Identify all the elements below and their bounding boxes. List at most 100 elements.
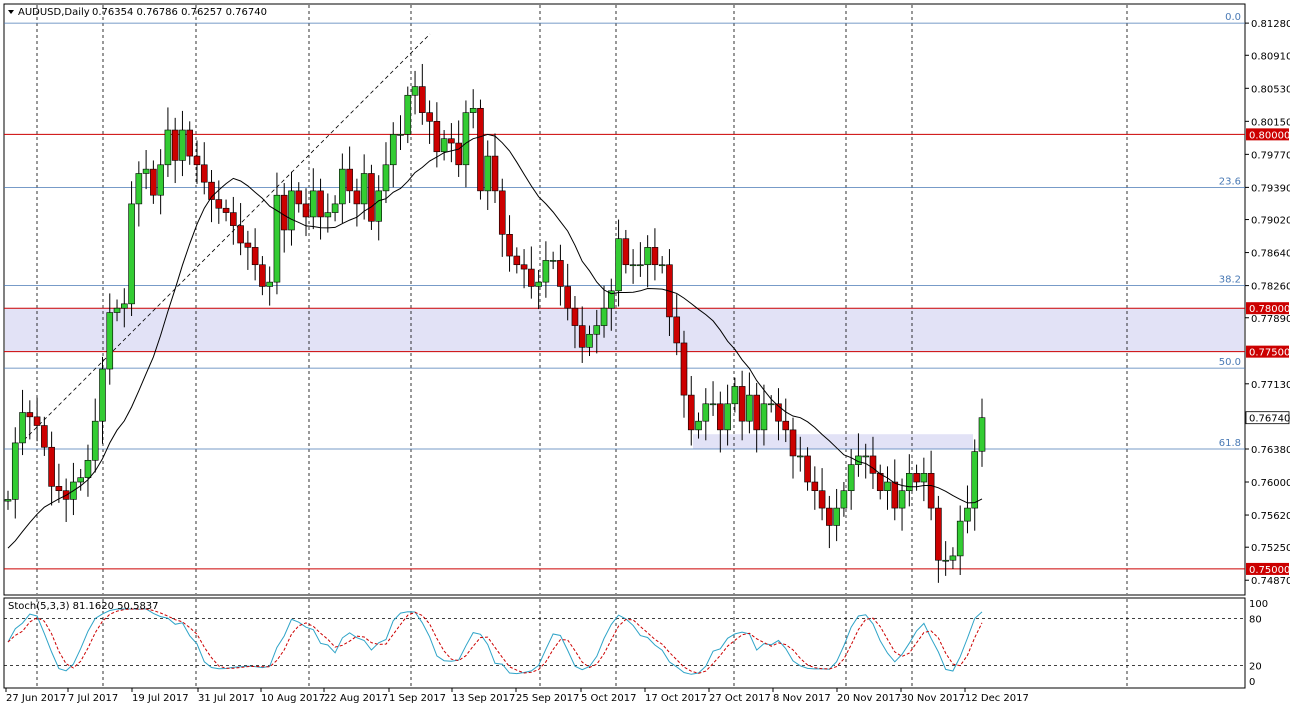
price-tick-label: 0.78260	[1251, 282, 1290, 293]
time-tick-label: 12 Dec 2017	[965, 693, 1029, 704]
bear-candle	[186, 129, 194, 157]
price-level-tag-text: 0.75000	[1249, 565, 1290, 576]
stoch-signal-line	[7, 608, 983, 674]
bull-candle	[462, 112, 470, 166]
time-tick-label: 27 Jun 2017	[6, 693, 66, 704]
bull-candle	[906, 473, 913, 492]
bull-candle	[266, 281, 273, 287]
bull-candle	[942, 559, 949, 562]
bear-candle	[426, 112, 433, 122]
price-tick-label: 0.75250	[1251, 543, 1290, 554]
bear-candle	[782, 420, 790, 431]
price-tick-label: 0.79770	[1251, 150, 1290, 161]
bull-candle	[106, 312, 114, 370]
bull-candle	[157, 164, 164, 196]
bull-candle	[833, 507, 840, 526]
bear-candle	[753, 394, 760, 431]
bull-candle	[629, 264, 637, 267]
stoch-main-line	[7, 608, 983, 675]
bear-candle	[368, 173, 375, 222]
bull-candle	[702, 403, 710, 422]
dropdown-triangle-icon[interactable]	[8, 10, 14, 14]
time-tick-label: 30 Nov 2017	[901, 693, 965, 704]
bull-candle	[91, 420, 99, 461]
bull-candle	[549, 260, 557, 262]
bear-candle	[215, 199, 223, 209]
bear-candle	[673, 316, 681, 344]
bull-candle	[120, 303, 128, 309]
time-tick-label: 27 Oct 2017	[709, 693, 771, 704]
bull-candle	[331, 203, 339, 213]
price-tick-label: 0.79390	[1251, 183, 1290, 194]
bull-candle	[658, 264, 666, 267]
bull-candle	[796, 455, 804, 458]
resistance-zone	[5, 308, 1244, 352]
bull-candle	[920, 473, 928, 483]
price-tick-label: 0.80530	[1251, 84, 1290, 95]
bear-candle	[935, 507, 942, 561]
bull-candle	[644, 247, 651, 266]
bull-candle	[128, 203, 135, 305]
bear-candle	[913, 473, 920, 483]
bear-candle	[804, 455, 811, 483]
bear-candle	[433, 121, 441, 153]
bear-candle	[687, 394, 695, 431]
bear-candle	[826, 507, 833, 526]
bull-candle	[469, 107, 477, 113]
price-level-tag-text: 0.77500	[1249, 348, 1290, 359]
moving-average	[7, 133, 983, 549]
bull-candle	[956, 520, 964, 557]
bear-candle	[891, 481, 899, 509]
bear-candle	[818, 490, 826, 509]
bull-candle	[99, 368, 106, 422]
bull-candle	[695, 420, 702, 431]
bull-candle	[164, 129, 172, 166]
bull-candle	[179, 129, 186, 161]
time-tick-label: 31 Jul 2017	[198, 693, 255, 704]
price-tick-label: 0.74870	[1251, 576, 1290, 587]
price-tick-label: 0.75620	[1251, 511, 1290, 522]
bear-candle	[26, 412, 34, 418]
bull-candle	[411, 86, 419, 96]
bull-candle	[535, 281, 542, 287]
current-price-text: 0.76740	[1249, 414, 1290, 425]
bull-candle	[964, 507, 971, 522]
bull-candle	[382, 164, 390, 192]
bear-candle	[520, 264, 528, 270]
price-axis: 0.81280 0.80910 0.80530 0.80150 0.79770 0.793…	[1245, 19, 1290, 688]
breakout-zone	[693, 434, 973, 449]
bear-candle	[680, 342, 688, 396]
bear-candle	[811, 481, 819, 492]
trend-line	[23, 33, 431, 441]
price-level-tag-text: 0.78000	[1249, 304, 1290, 315]
current-price-tag	[1245, 411, 1290, 425]
bull-candle	[375, 190, 383, 222]
bull-candle	[542, 260, 550, 283]
bear-candle	[789, 429, 797, 457]
bear-candle	[455, 142, 462, 166]
bull-candle	[288, 190, 295, 231]
bull-candle	[724, 403, 731, 431]
time-tick-label: 25 Sep 2017	[516, 693, 579, 704]
bear-candle	[419, 86, 426, 113]
bull-candle	[949, 555, 957, 561]
bear-candle	[33, 416, 41, 426]
symbol-label: AUDUSD,Daily	[18, 7, 90, 18]
bull-candle	[135, 173, 143, 205]
time-tick-label: 17 Oct 2017	[645, 693, 707, 704]
bear-candle	[876, 473, 884, 492]
bull-candle	[484, 155, 492, 192]
bear-candle	[557, 260, 564, 287]
bull-candle	[404, 94, 412, 135]
price-level-tag-text: 0.80000	[1249, 130, 1290, 141]
bear-candle	[346, 168, 353, 192]
time-tick-label: 10 Aug 2017	[261, 693, 325, 704]
price-tick-label: 0.78640	[1251, 249, 1290, 260]
bull-candle	[760, 403, 768, 431]
bear-candle	[498, 190, 506, 235]
bear-candle	[230, 212, 237, 226]
stoch-tick-label: 0	[1249, 677, 1255, 688]
bear-candle	[622, 238, 630, 266]
